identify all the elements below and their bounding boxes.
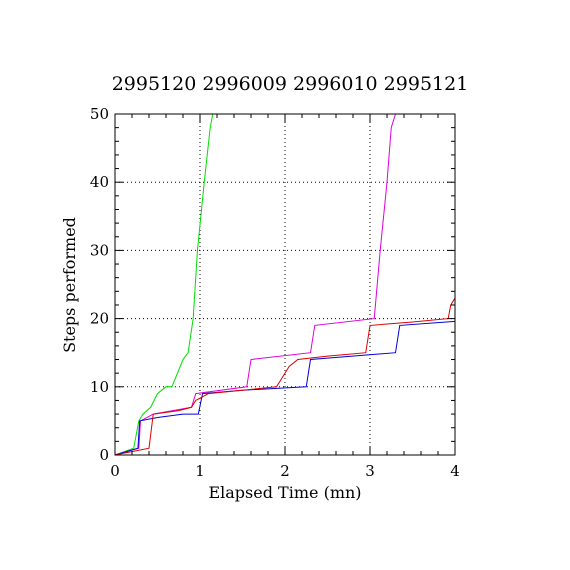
x-tick-label: 3 xyxy=(365,462,375,480)
y-tick-label: 50 xyxy=(90,105,109,123)
series-line-4 xyxy=(114,297,456,456)
series-lines xyxy=(114,113,456,456)
axis-ticks xyxy=(114,113,456,456)
y-tick-label: 40 xyxy=(90,173,109,191)
y-tick-label: 0 xyxy=(99,446,109,464)
x-tick-label: 2 xyxy=(280,462,290,480)
y-tick-label: 30 xyxy=(90,241,109,259)
x-tick-label: 1 xyxy=(195,462,205,480)
y-tick-label: 20 xyxy=(90,310,109,328)
series-line-2 xyxy=(114,113,396,456)
chart-title: 2995120 2996009 2996010 2995121 xyxy=(112,73,469,95)
y-axis-label: Steps performed xyxy=(60,217,79,353)
series-line-3 xyxy=(114,320,456,456)
series-line-1 xyxy=(114,113,214,456)
y-tick-label: 10 xyxy=(90,378,109,396)
x-tick-label: 0 xyxy=(110,462,120,480)
x-axis-label: Elapsed Time (mn) xyxy=(208,483,361,502)
x-tick-label: 4 xyxy=(450,462,460,480)
